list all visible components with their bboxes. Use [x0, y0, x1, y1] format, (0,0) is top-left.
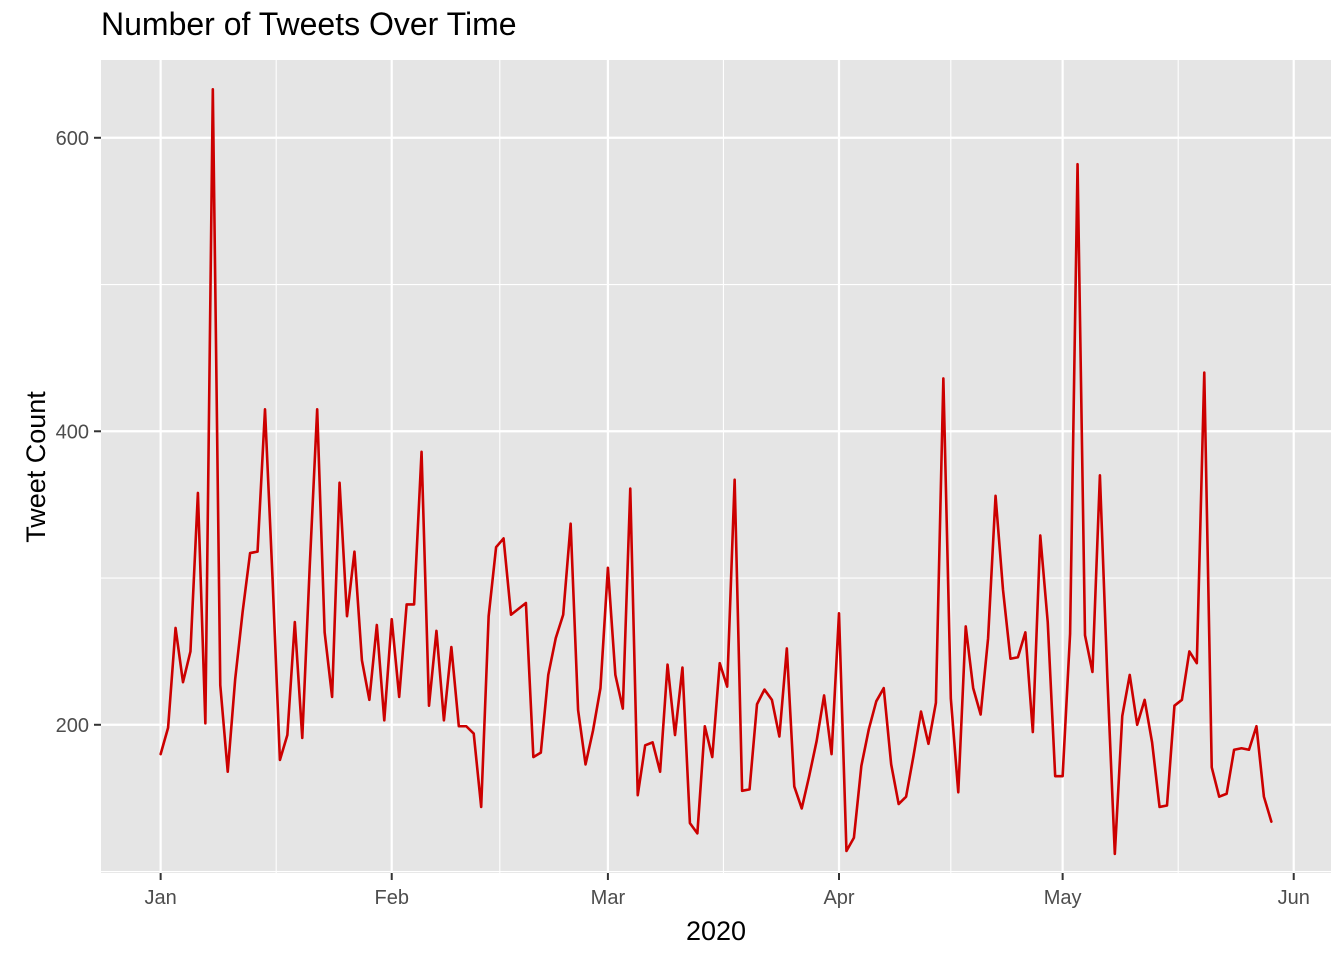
- plot-panel: [101, 60, 1331, 873]
- y-axis-title: Tweet Count: [21, 391, 51, 543]
- y-tick-label: 600: [56, 128, 89, 150]
- x-tick-label: Feb: [374, 887, 408, 909]
- x-tick-label: Mar: [591, 887, 626, 909]
- x-tick-label: May: [1044, 887, 1082, 909]
- x-tick-label: Apr: [823, 887, 854, 909]
- minor-gridlines: [101, 60, 1331, 873]
- x-axis: Jan Feb Mar Apr May Jun: [145, 873, 1310, 909]
- x-tick-label: Jun: [1278, 887, 1310, 909]
- chart-title: Number of Tweets Over Time: [101, 6, 517, 42]
- tweet-count-line: [159, 88, 1273, 856]
- y-tick-label: 400: [56, 421, 89, 443]
- x-tick-label: Jan: [145, 887, 177, 909]
- x-axis-title: 2020: [686, 916, 746, 946]
- y-axis: 200 400 600: [56, 128, 101, 737]
- y-tick-label: 200: [56, 715, 89, 737]
